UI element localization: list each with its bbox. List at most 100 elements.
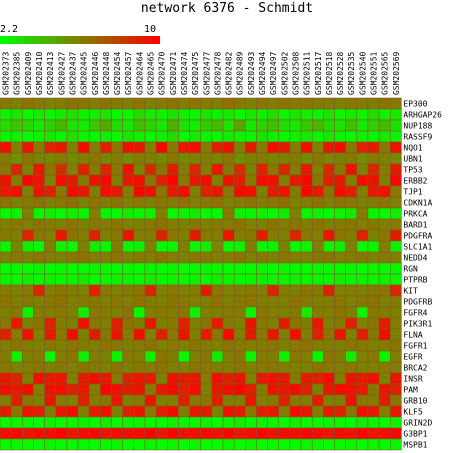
- heatmap-cell: [245, 251, 257, 264]
- heatmap-cell: [66, 350, 79, 363]
- heatmap-cell: [300, 262, 313, 275]
- heatmap-cell: [144, 394, 157, 407]
- heatmap-cell: [88, 207, 101, 220]
- heatmap-cell: [100, 383, 112, 396]
- heatmap-cell: [289, 317, 302, 330]
- heatmap-cell: [233, 361, 246, 374]
- heatmap-cell: [189, 383, 201, 396]
- heatmap-cell: [222, 97, 235, 110]
- heatmap-cell: [100, 273, 112, 286]
- heatmap-cell: [10, 383, 23, 396]
- heatmap-cell: [189, 229, 201, 242]
- heatmap-cell: [111, 295, 123, 308]
- heatmap-cell: [44, 163, 56, 176]
- heatmap-cell: [22, 284, 34, 297]
- heatmap-cell: [178, 328, 190, 341]
- heatmap-cell: [0, 427, 12, 440]
- heatmap-cell: [111, 339, 123, 352]
- heatmap-cell: [77, 262, 90, 275]
- heatmap-cell: [167, 141, 179, 154]
- heatmap-cell: [323, 405, 335, 418]
- heatmap-cell: [356, 229, 369, 242]
- heatmap-cell: [267, 372, 280, 385]
- heatmap-cell: [256, 416, 268, 429]
- heatmap-cell: [10, 185, 23, 198]
- heatmap-cell: [0, 207, 12, 220]
- heatmap-cell: [122, 317, 135, 330]
- heatmap-cell: [222, 350, 235, 363]
- heatmap-cell: [178, 383, 190, 396]
- heatmap-cell: [311, 427, 324, 440]
- heatmap-cell: [245, 119, 257, 132]
- heatmap-cell: [77, 251, 90, 264]
- heatmap-cell: [211, 361, 224, 374]
- heatmap-cell: [233, 251, 246, 264]
- heatmap-cell: [334, 328, 346, 341]
- heatmap-cell: [33, 416, 45, 429]
- heatmap-cell: [245, 328, 257, 341]
- heatmap-cell: [100, 372, 112, 385]
- heatmap-cell: [44, 185, 56, 198]
- heatmap-cell: [44, 306, 56, 319]
- heatmap-cell: [233, 152, 246, 165]
- heatmap-cell: [155, 273, 168, 286]
- heatmap-cell: [200, 218, 213, 231]
- heatmap-cell: [278, 284, 291, 297]
- heatmap-cell: [10, 196, 23, 209]
- heatmap-cell: [144, 251, 157, 264]
- column-label: GSM202535: [347, 51, 356, 95]
- heatmap-cell: [77, 416, 90, 429]
- heatmap-cell: [189, 284, 201, 297]
- heatmap-cell: [77, 174, 90, 187]
- heatmap-cell: [55, 328, 68, 341]
- heatmap-cell: [211, 372, 224, 385]
- heatmap-cell: [100, 394, 112, 407]
- heatmap-cell: [311, 185, 324, 198]
- heatmap-cell: [66, 317, 79, 330]
- heatmap-cell: [345, 152, 358, 165]
- heatmap-cell: [133, 152, 146, 165]
- heatmap-cell: [44, 328, 56, 341]
- heatmap-cell: [256, 262, 268, 275]
- row-label: EP300: [403, 100, 427, 109]
- heatmap-cell: [323, 273, 335, 286]
- heatmap-cell: [345, 416, 358, 429]
- heatmap-cell: [323, 119, 335, 132]
- heatmap-cell: [211, 438, 224, 451]
- heatmap-cell: [390, 251, 402, 264]
- heatmap-cell: [133, 284, 146, 297]
- heatmap-cell: [55, 141, 68, 154]
- heatmap-cell: [44, 130, 56, 143]
- heatmap-cell: [22, 273, 34, 286]
- heatmap-cell: [233, 163, 246, 176]
- heatmap-cell: [245, 262, 257, 275]
- heatmap-cell: [311, 416, 324, 429]
- row-label: GRB10: [403, 397, 427, 406]
- heatmap-cell: [356, 328, 369, 341]
- heatmap-cell: [100, 339, 112, 352]
- heatmap-cell: [200, 438, 213, 451]
- heatmap-cell: [33, 405, 45, 418]
- heatmap-cell: [88, 339, 101, 352]
- heatmap-cell: [233, 339, 246, 352]
- heatmap-cell: [133, 108, 146, 121]
- heatmap-cell: [100, 97, 112, 110]
- heatmap-cell: [390, 141, 402, 154]
- heatmap-cell: [155, 394, 168, 407]
- heatmap-cell: [122, 119, 135, 132]
- heatmap-cell: [211, 317, 224, 330]
- heatmap-cell: [155, 207, 168, 220]
- heatmap-cell: [155, 218, 168, 231]
- heatmap-cell: [0, 108, 12, 121]
- heatmap-cell: [111, 405, 123, 418]
- heatmap-cell: [144, 119, 157, 132]
- heatmap-cell: [0, 284, 12, 297]
- heatmap-cell: [233, 174, 246, 187]
- heatmap-cell: [66, 372, 79, 385]
- column-label: GSM202569: [392, 51, 401, 95]
- heatmap-cell: [88, 163, 101, 176]
- heatmap-cell: [278, 196, 291, 209]
- heatmap-cell: [122, 383, 135, 396]
- heatmap-cell: [122, 394, 135, 407]
- heatmap-cell: [200, 108, 213, 121]
